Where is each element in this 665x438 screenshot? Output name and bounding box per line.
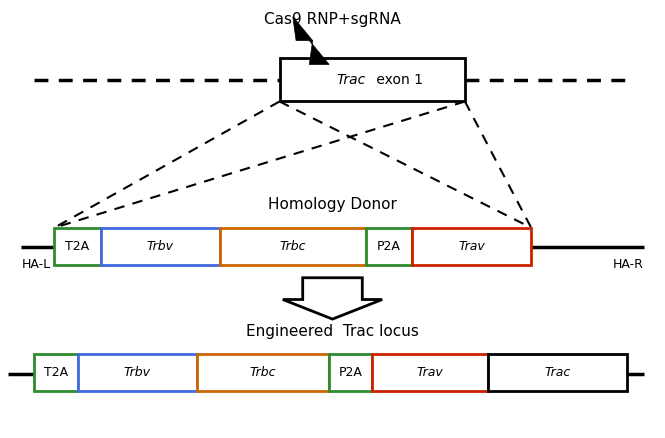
FancyBboxPatch shape <box>488 354 627 391</box>
Text: P2A: P2A <box>338 366 362 379</box>
Text: HA-L: HA-L <box>21 258 51 271</box>
Text: Trbv: Trbv <box>124 366 151 379</box>
FancyBboxPatch shape <box>329 354 372 391</box>
FancyBboxPatch shape <box>55 228 100 265</box>
FancyBboxPatch shape <box>366 228 412 265</box>
Text: Trbc: Trbc <box>250 366 276 379</box>
Text: Trac: Trac <box>336 73 366 87</box>
Text: Trac: Trac <box>545 366 571 379</box>
Text: Cas9 RNP+sgRNA: Cas9 RNP+sgRNA <box>264 12 401 27</box>
FancyBboxPatch shape <box>78 354 197 391</box>
Text: Trbv: Trbv <box>147 240 174 253</box>
FancyBboxPatch shape <box>372 354 488 391</box>
Text: Trbc: Trbc <box>279 240 306 253</box>
Text: P2A: P2A <box>377 240 401 253</box>
Text: Engineered  Trac locus: Engineered Trac locus <box>246 324 419 339</box>
FancyBboxPatch shape <box>279 58 465 102</box>
Text: Trav: Trav <box>458 240 485 253</box>
Text: T2A: T2A <box>65 240 90 253</box>
FancyBboxPatch shape <box>412 228 531 265</box>
Polygon shape <box>283 278 382 319</box>
Text: exon 1: exon 1 <box>372 73 423 87</box>
Text: Homology Donor: Homology Donor <box>268 198 397 212</box>
FancyBboxPatch shape <box>100 228 220 265</box>
Text: T2A: T2A <box>44 366 68 379</box>
Text: HA-R: HA-R <box>613 258 644 271</box>
FancyBboxPatch shape <box>197 354 329 391</box>
Polygon shape <box>293 17 329 64</box>
Text: Trav: Trav <box>417 366 444 379</box>
FancyBboxPatch shape <box>35 354 78 391</box>
FancyBboxPatch shape <box>220 228 366 265</box>
